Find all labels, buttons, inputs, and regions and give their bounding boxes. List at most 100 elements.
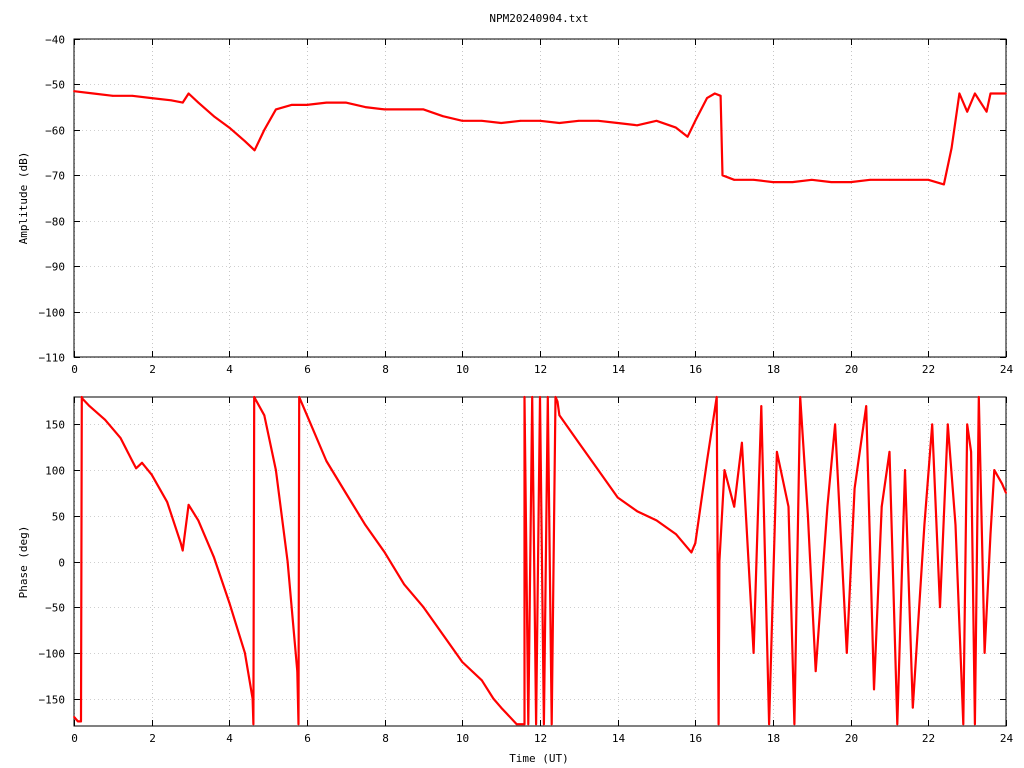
data-point [344, 492, 347, 494]
phase-x-axis-label: Time (UT) [509, 752, 569, 765]
data-point [721, 174, 724, 177]
data-point [263, 129, 266, 131]
data-point [807, 514, 809, 517]
data-point [364, 106, 367, 108]
y-tick-label: 0 [58, 557, 65, 570]
data-point [554, 396, 557, 398]
data-point [297, 723, 300, 726]
data-point [403, 108, 405, 111]
data-point [275, 108, 277, 111]
data-point [539, 396, 541, 398]
data-point [772, 181, 774, 184]
data-point [577, 441, 580, 444]
data-point [296, 670, 299, 673]
data-point [539, 119, 541, 122]
data-point [170, 99, 173, 102]
series-line [73, 90, 1006, 186]
data-point [531, 396, 534, 398]
data-point [723, 469, 726, 471]
data-point [616, 122, 619, 124]
data-point [888, 178, 891, 181]
data-point [306, 414, 308, 417]
data-point [741, 441, 743, 444]
y-tick-label: 100 [45, 465, 65, 478]
x-tick-label: 18 [767, 732, 780, 745]
data-point [954, 524, 957, 526]
series-line [73, 395, 1008, 726]
data-point [597, 469, 600, 471]
data-point [150, 97, 153, 99]
data-point [733, 505, 736, 508]
y-tick-label: −80 [45, 216, 65, 229]
data-point [845, 652, 848, 654]
data-point [461, 661, 464, 663]
data-point [253, 149, 256, 152]
data-point [543, 723, 545, 726]
y-tick-label: −100 [39, 648, 66, 661]
data-point [515, 723, 518, 726]
amplitude-grid [74, 39, 1007, 358]
data-point [983, 652, 986, 654]
data-point [364, 524, 367, 526]
data-point [970, 450, 972, 453]
data-point [760, 405, 763, 407]
data-point [927, 178, 930, 181]
data-point [719, 94, 722, 97]
data-point [768, 723, 770, 726]
x-tick-label: 8 [382, 363, 389, 376]
data-point [81, 397, 84, 400]
data-point [383, 108, 386, 111]
data-point [244, 652, 246, 654]
data-point [675, 533, 677, 535]
y-tick-label: −50 [45, 79, 65, 92]
data-point [880, 505, 883, 508]
data-point [104, 418, 106, 421]
data-point [989, 92, 992, 95]
x-tick-label: 14 [612, 363, 626, 376]
data-point [636, 124, 638, 127]
x-tick-label: 6 [304, 732, 311, 745]
data-point [814, 670, 817, 673]
data-point [519, 119, 522, 122]
data-point [119, 437, 122, 439]
amplitude-series [73, 90, 1007, 186]
data-point [1005, 492, 1007, 494]
data-point [888, 450, 891, 453]
data-point [799, 396, 802, 398]
data-point [597, 119, 600, 122]
y-tick-label: −60 [45, 125, 65, 138]
data-point [791, 181, 794, 184]
data-point [92, 92, 95, 95]
data-point [550, 723, 553, 726]
data-point [442, 115, 444, 118]
data-point [150, 473, 153, 476]
data-point [556, 400, 559, 403]
data-point [252, 723, 255, 726]
data-point [286, 560, 289, 563]
data-point [810, 178, 813, 181]
data-point [244, 140, 246, 143]
chart-title: NPM20240904.txt [489, 12, 588, 25]
data-point [849, 181, 852, 184]
x-tick-label: 16 [689, 363, 702, 376]
data-point [715, 396, 718, 398]
data-point [896, 723, 899, 726]
data-point [616, 496, 619, 499]
data-point [943, 183, 945, 186]
data-point [655, 119, 658, 122]
x-tick-label: 8 [382, 732, 389, 745]
data-point [181, 549, 184, 552]
data-point [558, 122, 561, 124]
data-point [713, 92, 716, 95]
data-point [989, 533, 992, 535]
data-point [577, 119, 580, 122]
data-point [830, 181, 833, 184]
data-point [752, 178, 755, 181]
data-point [212, 115, 215, 118]
data-point [442, 633, 444, 636]
data-point [197, 101, 200, 104]
y-tick-label: −110 [39, 352, 66, 365]
x-tick-label: 10 [456, 363, 469, 376]
data-point [77, 720, 79, 723]
